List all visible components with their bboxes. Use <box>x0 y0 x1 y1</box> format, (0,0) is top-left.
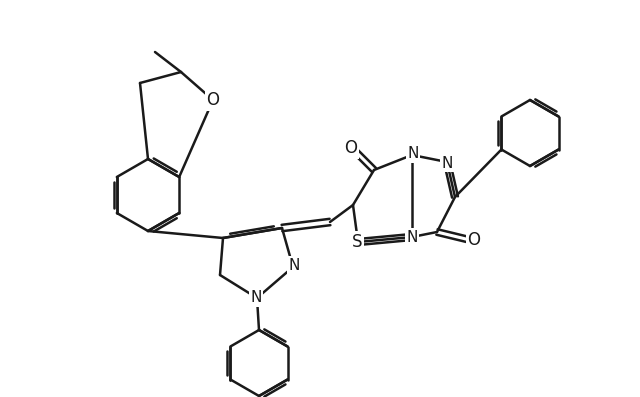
Text: O: O <box>207 91 220 109</box>
Text: S: S <box>352 233 362 251</box>
Text: N: N <box>288 258 300 272</box>
Text: N: N <box>406 229 418 245</box>
Text: N: N <box>407 146 419 162</box>
Text: N: N <box>250 291 262 306</box>
Text: O: O <box>467 231 481 249</box>
Text: N: N <box>442 156 452 170</box>
Text: O: O <box>344 139 358 157</box>
